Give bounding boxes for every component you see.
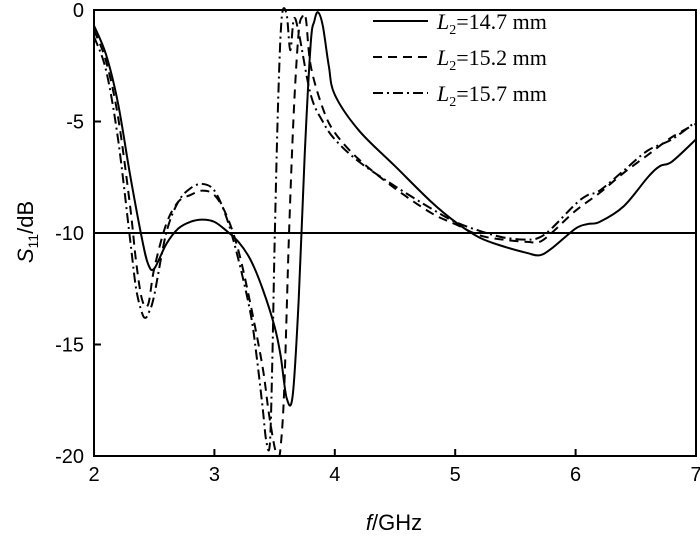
series-layer bbox=[93, 7, 697, 458]
legend: L2=14.7 mm L2=15.2 mm L2=15.7 mm bbox=[373, 9, 547, 110]
x-axis-label: f/GHz bbox=[366, 510, 422, 535]
x-tick-label-2: 2 bbox=[88, 464, 99, 486]
legend-label-l2-14-7-symbol: L bbox=[436, 9, 449, 34]
legend-label-l2-15-7-value: =15.7 mm bbox=[456, 81, 547, 106]
legend-label-l2-14-7: L2=14.7 mm bbox=[436, 9, 547, 38]
legend-label-l2-15-2-symbol: L bbox=[436, 45, 449, 70]
y-axis-label-unit: /dB bbox=[13, 201, 38, 234]
legend-label-l2-15-7: L2=15.7 mm bbox=[436, 81, 547, 110]
x-tick-label-3: 3 bbox=[209, 464, 220, 486]
y-tick-label-10: -10 bbox=[55, 223, 84, 245]
legend-label-l2-15-2: L2=15.2 mm bbox=[436, 45, 547, 74]
legend-label-l2-15-7-sub: 2 bbox=[449, 95, 456, 110]
series-line-l2-14-7 bbox=[93, 11, 697, 407]
y-axis-label-subscript: 11 bbox=[25, 234, 41, 249]
legend-label-l2-15-2-value: =15.2 mm bbox=[456, 45, 547, 70]
legend-label-l2-15-7-symbol: L bbox=[436, 81, 449, 106]
legend-label-l2-15-2-sub: 2 bbox=[449, 59, 456, 74]
y-axis-label: S11/dB bbox=[13, 201, 41, 263]
x-tick-label-7: 7 bbox=[690, 464, 700, 486]
y-tick-label-15: -15 bbox=[55, 335, 84, 357]
x-axis-label-unit: /GHz bbox=[372, 510, 422, 535]
x-axis-label-variable: f bbox=[366, 510, 375, 535]
series-line-l2-15-2 bbox=[93, 12, 697, 458]
series-line-l2-15-7 bbox=[93, 7, 697, 452]
y-tick-label-5: -5 bbox=[66, 112, 84, 134]
x-tick-label-5: 5 bbox=[450, 464, 461, 486]
x-axis-ticks: 2 3 4 5 6 7 bbox=[88, 449, 700, 486]
y-axis-label-symbol: S bbox=[13, 248, 38, 263]
legend-label-l2-14-7-value: =14.7 mm bbox=[456, 9, 547, 34]
y-tick-label-0: 0 bbox=[73, 0, 84, 22]
legend-label-l2-14-7-sub: 2 bbox=[449, 23, 456, 38]
y-tick-label-20: -20 bbox=[55, 446, 84, 468]
y-axis-ticks: 0 -5 -10 -15 -20 bbox=[55, 0, 101, 468]
x-tick-label-6: 6 bbox=[570, 464, 581, 486]
x-tick-label-4: 4 bbox=[329, 464, 340, 486]
